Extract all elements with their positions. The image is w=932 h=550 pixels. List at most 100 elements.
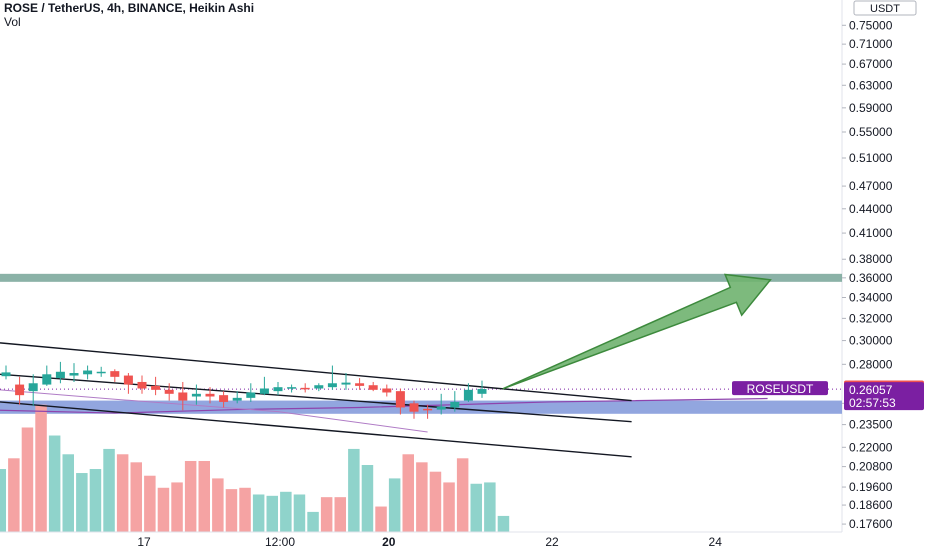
volume-bar [212, 478, 224, 532]
candle-body [450, 401, 460, 408]
price-tick-label: 0.22000 [849, 440, 893, 454]
price-tick-label: 0.55000 [849, 125, 893, 139]
volume-bar [76, 473, 88, 532]
volume-bar [103, 448, 115, 532]
volume-bar [497, 515, 510, 532]
target-level-band [0, 273, 842, 282]
volume-bar [35, 404, 47, 532]
volume-bar [198, 460, 210, 532]
volume-bar [280, 491, 292, 532]
candle-body [300, 387, 310, 390]
volume-bar [266, 495, 278, 532]
candle-body [232, 397, 242, 401]
candle-body [164, 389, 174, 394]
countdown-badge-text: 02:57:53 [849, 396, 896, 410]
price-tick-label: 0.32000 [849, 311, 893, 325]
price-tick-label: 0.44000 [849, 202, 893, 216]
price-tick-label: 0.30000 [849, 334, 893, 348]
candle-body [137, 381, 147, 389]
candle-body [409, 403, 419, 412]
candle-body [28, 383, 38, 392]
time-axis[interactable]: 17 12:00 20 22 24 [0, 531, 842, 549]
volume-bar [443, 482, 455, 532]
volume-bar [8, 458, 20, 532]
price-tick-label: 0.36000 [849, 271, 893, 285]
volume-bar [225, 489, 238, 532]
price-axis-background [842, 0, 932, 550]
price-tick-label: 0.47000 [849, 179, 893, 193]
candle-body [69, 373, 79, 376]
candle-body [355, 383, 365, 386]
price-tick-label: 0.71000 [849, 37, 893, 51]
volume-bar [348, 448, 360, 532]
volume-bar [334, 497, 346, 532]
moving-averages [0, 388, 842, 433]
target-arrow [502, 273, 772, 390]
volume-bar [48, 435, 61, 532]
volume-bar [62, 454, 74, 532]
candle-body [341, 382, 351, 385]
volume-bar [239, 487, 251, 532]
channel-line [0, 401, 632, 458]
volume-bar [470, 483, 482, 532]
target-arrow-shape [502, 273, 772, 390]
volume-bar [171, 482, 183, 532]
volume-bar [144, 475, 156, 532]
support-zone [0, 400, 842, 414]
price-tick-label: 0.34000 [849, 291, 893, 305]
candle-body [123, 375, 133, 385]
volume-bar [157, 487, 170, 532]
candle-body [15, 384, 25, 396]
price-tick-label: 0.28000 [849, 357, 893, 371]
candle-body [436, 406, 446, 410]
volume-bar [388, 478, 401, 532]
price-tick-label: 0.63000 [849, 78, 893, 92]
volume-bar [21, 427, 34, 532]
candles [1, 361, 487, 419]
volume-bar [89, 469, 102, 532]
candle-body [219, 395, 229, 402]
volume-bar [402, 454, 414, 532]
price-tick-label: 0.17600 [849, 517, 893, 531]
moving-average-line [0, 397, 768, 414]
channel-line [0, 373, 632, 423]
volume-bar [429, 471, 442, 532]
target-level [0, 273, 842, 282]
symbol-badge-text: ROSEUSDT [747, 382, 814, 396]
candle-body [110, 371, 120, 377]
candle-body [327, 383, 337, 388]
candle-body [463, 389, 473, 401]
current-price-badge-text: 0.26057 [849, 383, 893, 397]
current-price-badge [844, 382, 924, 411]
price-axis[interactable]: USDT 0.75000 0.71000 0.67000 0.63000 0.59000 0… [841, 0, 932, 550]
price-tick-label: 0.51000 [849, 151, 893, 165]
candle-body [273, 387, 283, 392]
candle-body [83, 370, 93, 375]
price-tick-label: 0.75000 [849, 18, 893, 32]
volume-label: Vol [4, 15, 21, 29]
channel-line [0, 342, 632, 402]
price-tick-label: 0.67000 [849, 57, 893, 71]
candle-body [191, 393, 201, 397]
chart-symbol-header[interactable]: ROSE / TetherUS, 4h, BINANCE, Heikin Ash… [4, 1, 255, 15]
time-tick-label: 17 [137, 535, 151, 549]
candle-body [1, 372, 11, 377]
price-tick-label: 0.23500 [849, 418, 893, 432]
candle-body [382, 388, 392, 393]
time-tick-label: 20 [382, 535, 396, 549]
volume-bar [130, 462, 142, 532]
price-tick-label: 0.59000 [849, 101, 893, 115]
volume-bar [252, 494, 265, 532]
price-tick-label: 0.41000 [849, 226, 893, 240]
time-tick-label: 12:00 [265, 535, 295, 549]
price-tick-label: 0.20800 [849, 460, 893, 474]
candle-body [205, 393, 215, 397]
candle-body [55, 371, 65, 379]
volume-bar [375, 506, 387, 532]
price-tick-label: 0.19600 [849, 480, 893, 494]
candle-body [42, 374, 52, 385]
candle-body [96, 371, 106, 374]
volume-bar [361, 465, 374, 532]
